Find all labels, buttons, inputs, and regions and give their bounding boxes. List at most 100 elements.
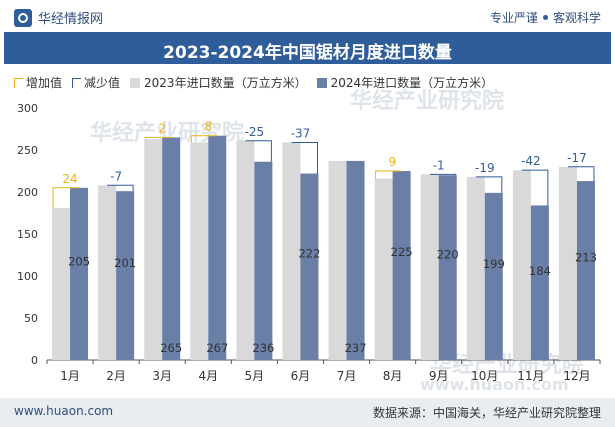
legend-label: 2023年进口数量（万立方米） <box>144 76 307 90</box>
logo-icon <box>14 8 32 27</box>
bar-2023 <box>420 174 439 360</box>
value-label: 220 <box>437 247 459 261</box>
value-label: 205 <box>68 254 90 268</box>
footer: www.huaon.com 数据来源：中国海关，华经产业研究院整理 <box>0 398 615 427</box>
y-tick-label: 50 <box>24 312 38 325</box>
y-tick-label: 100 <box>17 270 38 283</box>
title-bar: 2023-2024年中国锯材月度进口数量 <box>4 32 611 64</box>
increase-bracket <box>52 187 80 208</box>
x-tick-label: 4月 <box>198 369 218 383</box>
brand-name: 华经情报网 <box>38 12 104 27</box>
top-bar: 华经情报网 专业严谨 客观科学 <box>0 0 615 34</box>
value-label: 222 <box>298 246 320 260</box>
series-2024-swatch-icon <box>316 77 327 88</box>
bar-2024 <box>484 192 503 360</box>
decrease-bracket <box>245 140 272 162</box>
value-label: 213 <box>575 251 597 265</box>
legend-item-2023: 2023年进口数量（万立方米） <box>130 74 307 91</box>
y-tick-label: 250 <box>17 144 38 157</box>
decrease-bracket <box>567 166 595 182</box>
bar-2024 <box>116 191 135 360</box>
footer-website: www.huaon.com <box>14 404 114 418</box>
bar-2023 <box>282 142 301 360</box>
bar-2024 <box>162 137 181 360</box>
increase-bracket <box>190 135 218 143</box>
change-label: -19 <box>475 161 495 175</box>
bar-2024 <box>254 161 273 360</box>
x-tick-label: 6月 <box>291 369 311 383</box>
legend-label: 2024年进口数量（万立方米） <box>330 76 494 90</box>
bar-2024 <box>530 205 549 360</box>
value-label: 237 <box>345 341 367 355</box>
increase-swatch-icon <box>14 77 23 88</box>
tagline-right: 客观科学 <box>552 11 601 25</box>
bar-2023 <box>144 139 163 360</box>
change-label: -1 <box>433 158 445 172</box>
decrease-swatch-icon <box>72 77 82 88</box>
x-tick-label: 12月 <box>563 369 590 383</box>
value-label: 265 <box>160 341 182 355</box>
change-label: 2 <box>158 121 166 135</box>
bar-2023 <box>328 160 347 360</box>
legend-item-decrease: 减少值 <box>72 74 120 91</box>
y-tick-label: 300 <box>17 102 38 115</box>
bar-2023 <box>190 142 209 360</box>
value-label: 267 <box>206 341 228 355</box>
footer-source: 数据来源：中国海关，华经产业研究院整理 <box>372 406 601 420</box>
plot-area: 0 50 100 150 200 250 300 24 205 1月 -7 201 2月 2 265 3月 8 2… <box>17 102 601 383</box>
decrease-bracket <box>475 176 503 193</box>
bar-2023 <box>236 140 255 360</box>
x-tick-label: 9月 <box>429 369 449 383</box>
decrease-bracket <box>429 173 457 176</box>
bar-2023 <box>98 185 117 360</box>
bar-2023 <box>512 170 531 360</box>
x-tick-label: 3月 <box>152 369 172 383</box>
decrease-bracket <box>107 184 134 192</box>
y-tick-label: 200 <box>17 186 38 199</box>
increase-bracket <box>144 136 172 140</box>
bar-2024 <box>576 181 595 360</box>
value-label: 199 <box>483 257 505 271</box>
watermark: 华经产业研究院 <box>350 88 504 114</box>
legend-item-increase: 增加值 <box>14 74 62 91</box>
decrease-bracket <box>291 141 318 174</box>
series-2023-swatch-icon <box>130 77 141 88</box>
x-tick-label: 7月 <box>337 369 357 383</box>
change-label: 9 <box>389 155 397 169</box>
value-label: 201 <box>114 256 136 270</box>
tagline: 专业严谨 客观科学 <box>490 9 601 26</box>
bar-2024 <box>438 175 457 360</box>
change-label: 8 <box>204 120 212 134</box>
bar-2023 <box>466 176 485 360</box>
legend-item-2024: 2024年进口数量（万立方米） <box>316 74 494 91</box>
change-label: -17 <box>567 151 587 165</box>
bar-2024 <box>300 173 319 360</box>
y-tick-label: 150 <box>17 228 38 241</box>
brand: 华经情报网 <box>14 8 103 27</box>
bar-2024 <box>392 171 411 360</box>
x-tick-label: 11月 <box>517 369 544 383</box>
chart-title: 2023-2024年中国锯材月度进口数量 <box>163 43 452 63</box>
x-tick-label: 2月 <box>106 369 126 383</box>
x-tick-label: 5月 <box>245 369 265 383</box>
increase-bracket <box>375 170 402 179</box>
x-tick-label: 10月 <box>471 369 498 383</box>
legend-label: 减少值 <box>84 76 121 90</box>
y-tick-label: 0 <box>31 354 38 367</box>
dot-icon <box>542 15 548 20</box>
bar-2023 <box>558 166 577 360</box>
legend: 增加值 减少值 2023年进口数量（万立方米） 2024年进口数量（万立方米） <box>14 74 503 91</box>
decrease-bracket <box>521 169 549 206</box>
tagline-left: 专业严谨 <box>489 11 538 25</box>
change-label: 24 <box>62 172 77 186</box>
change-label: -25 <box>245 125 265 139</box>
change-label: -7 <box>110 169 122 183</box>
bar-2023 <box>52 207 71 360</box>
bar-2024 <box>208 135 227 360</box>
change-label: -37 <box>291 126 311 140</box>
legend-label: 增加值 <box>26 76 63 90</box>
bar-2024 <box>70 187 89 360</box>
change-label: -42 <box>521 154 541 168</box>
value-label: 236 <box>252 341 274 355</box>
